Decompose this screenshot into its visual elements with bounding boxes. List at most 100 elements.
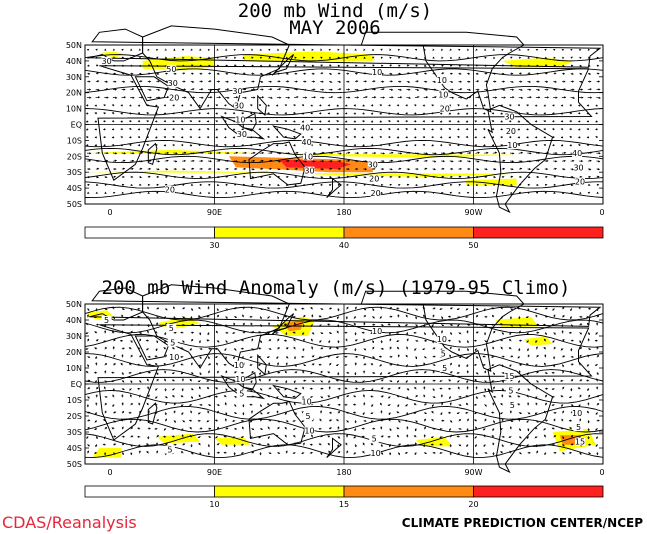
wind-arrow-head: [147, 183, 151, 186]
wind-arrow-head: [200, 403, 203, 406]
wind-arrow-head: [450, 323, 454, 327]
wind-arrow-head: [303, 364, 307, 367]
wind-arrow-head: [294, 191, 297, 194]
wind-arrow-head: [458, 56, 461, 59]
wind-arrow-head: [267, 426, 270, 429]
wind-arrow-head: [232, 419, 235, 422]
wind-arrow-head: [491, 112, 494, 115]
wind-arrow-head: [209, 167, 212, 171]
contour-label-bg: [505, 386, 516, 395]
wind-arrow-head: [543, 379, 546, 382]
wind-arrow-head: [329, 307, 333, 310]
wind-arrow-head: [157, 307, 160, 310]
wind-arrow-head: [146, 450, 149, 454]
wind-arrow-head: [130, 308, 133, 312]
wind-arrow-head: [209, 88, 213, 91]
wind-arrow-head: [494, 151, 498, 154]
wind-arrow-head: [433, 72, 436, 75]
wind-arrow-head: [476, 72, 479, 75]
wind-arrow-head: [439, 436, 442, 439]
shaded-region: [415, 436, 452, 447]
contour-label-bg: [573, 423, 584, 432]
wind-arrow-head: [474, 136, 477, 139]
wind-arrow-head: [365, 151, 368, 154]
wind-arrow-head: [336, 330, 339, 333]
wind-arrow-head: [361, 120, 365, 123]
wind-arrow-head: [364, 348, 367, 351]
wind-arrow-head: [191, 396, 194, 399]
wind-arrow-head: [527, 388, 530, 392]
wind-arrow-head: [520, 151, 524, 154]
wind-arrow-head: [121, 48, 124, 51]
wind-arrow-head: [398, 443, 402, 446]
wind-arrow-head: [223, 363, 226, 366]
wind-arrow-head: [370, 120, 374, 123]
wind-arrow-head: [113, 175, 117, 178]
wind-arrow-head: [164, 413, 167, 416]
wind-arrow-head: [223, 395, 227, 398]
wind-arrow-head: [490, 323, 494, 326]
wind-arrow-head: [344, 387, 347, 390]
wind-arrow-head: [191, 388, 194, 391]
wind-arrow-head: [387, 323, 390, 326]
contour-label-bg: [164, 185, 175, 194]
wind-arrow-head: [434, 160, 437, 163]
wind-arrow-head: [278, 403, 281, 406]
wind-arrow-head: [502, 64, 505, 67]
wind-arrow-head: [406, 191, 409, 194]
wind-arrow-head: [346, 306, 349, 309]
wind-arrow-head: [466, 453, 469, 456]
wind-arrow-head: [190, 362, 193, 365]
wind-arrow-head: [215, 104, 218, 107]
wind-arrow-head: [338, 167, 342, 170]
wind-arrow-head: [485, 72, 488, 75]
wind-arrow-head: [405, 380, 408, 383]
wind-arrow-head: [508, 395, 511, 398]
wind-arrow-head: [302, 338, 305, 341]
wind-arrow-head: [406, 309, 409, 312]
wind-arrow-head: [285, 56, 289, 59]
wind-arrow-head: [491, 314, 495, 317]
wind-arrow-head: [251, 370, 254, 373]
wind-arrow-head: [327, 435, 330, 438]
wind-arrow-head: [552, 308, 555, 311]
wind-arrow-head: [208, 363, 212, 366]
wind-arrow-head: [181, 434, 184, 437]
wind-arrow-head: [173, 48, 176, 51]
wind-arrow-head: [249, 120, 253, 123]
wind-arrow-head: [553, 365, 556, 368]
wind-arrow-head: [528, 176, 531, 179]
wind-arrow-head: [103, 104, 106, 107]
wind-arrow-head: [112, 404, 115, 408]
wind-arrow-head: [449, 56, 453, 59]
wind-arrow-head: [484, 333, 487, 336]
wind-arrow-head: [105, 395, 108, 398]
wind-arrow-head: [355, 64, 358, 67]
wind-arrow-head: [355, 176, 358, 179]
colorbar-label: 30: [209, 241, 219, 250]
wind-arrow-head: [422, 104, 425, 107]
wind-arrow-head: [405, 104, 408, 107]
wind-arrow-head: [491, 104, 495, 107]
wind-arrow-head: [208, 64, 211, 67]
wind-arrow-head: [146, 112, 149, 115]
wind-arrow-head: [260, 72, 263, 75]
wind-arrow-head: [520, 96, 524, 99]
wind-arrow-head: [166, 151, 170, 155]
wind-arrow-head: [164, 56, 168, 59]
wind-arrow-head: [546, 88, 549, 91]
contour-label: 20: [575, 178, 585, 187]
wind-arrow-head: [267, 104, 270, 107]
wind-arrow-head: [396, 128, 399, 131]
wind-arrow-head: [215, 136, 218, 139]
wind-arrow-head: [370, 104, 374, 107]
wind-arrow-head: [201, 88, 204, 91]
wind-arrow-head: [313, 88, 316, 91]
wind-arrow-head: [450, 332, 453, 335]
top-title-line1: 200 mb Wind (m/s): [238, 0, 432, 22]
wind-arrow-head: [598, 88, 601, 91]
wind-arrow-head: [85, 128, 89, 131]
wind-arrow-head: [483, 144, 486, 147]
wind-arrow-head: [147, 48, 150, 51]
wind-arrow-head: [517, 403, 520, 406]
